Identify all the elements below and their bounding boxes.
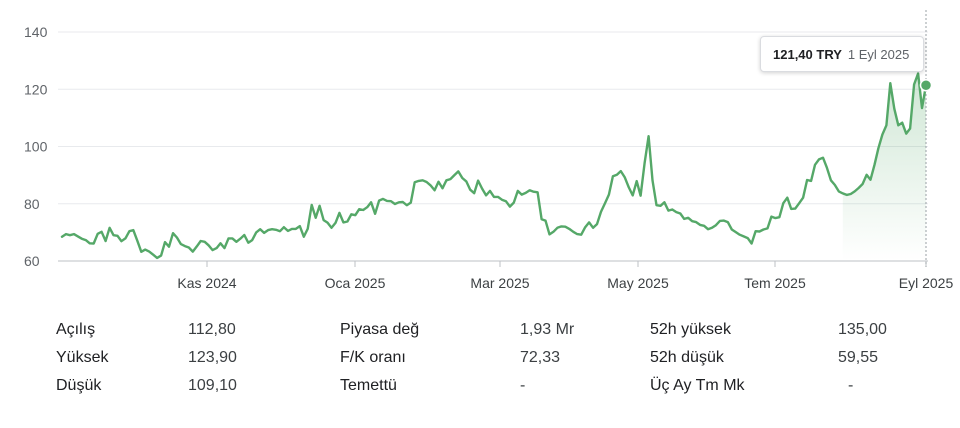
stat-label-quarterly: Üç Ay Tm Mk: [650, 377, 745, 394]
tooltip-price: 121,40 TRY: [773, 46, 842, 62]
stat-label-pe-ratio: F/K oranı: [340, 349, 406, 366]
price-line: [60, 72, 928, 260]
stat-value-open: 112,80: [188, 321, 236, 338]
series-line: [60, 72, 928, 260]
price-chart[interactable]: 60 80 100 120 140 Kas 2024 Oca 2025 Mar 2025 Ma…: [0, 0, 960, 300]
tooltip-date: 1 Eyl 2025: [847, 46, 910, 62]
x-tick-label: Kas 2024: [177, 275, 236, 291]
stat-value-market-cap: 1,93 Mr: [520, 321, 575, 338]
stat-value-dividend: -: [520, 377, 526, 394]
stat-label-market-cap: Piyasa değ: [340, 321, 420, 338]
area-fill: [842, 73, 926, 261]
x-tick-label: Eyl 2025: [899, 275, 954, 291]
y-tick-label: 80: [24, 196, 40, 212]
stat-value-pe-ratio: 72,33: [520, 349, 561, 366]
stat-label-low: Düşük: [56, 377, 102, 394]
stat-value-quarterly: -: [848, 377, 854, 394]
stat-label-52w-low: 52h düşük: [650, 349, 724, 366]
stat-label-high: Yüksek: [56, 349, 109, 366]
highlight-area: [842, 73, 926, 261]
x-tick-label: May 2025: [607, 275, 669, 291]
y-tick-label: 100: [24, 139, 48, 155]
y-tick-label: 120: [24, 81, 48, 97]
stat-value-52w-high: 135,00: [838, 321, 887, 338]
stat-label-open: Açılış: [56, 321, 96, 338]
stat-value-low: 109,10: [188, 377, 237, 394]
stats-row: Açılış 112,80 Piyasa değ 1,93 Mr 52h yük…: [0, 316, 960, 344]
stat-label-dividend: Temettü: [340, 377, 397, 394]
x-tick-label: Tem 2025: [744, 275, 806, 291]
y-tick-label: 60: [24, 253, 40, 269]
cursor-point: [919, 78, 933, 92]
hover-cursor: [919, 10, 933, 267]
x-tick-label: Oca 2025: [325, 275, 386, 291]
x-axis: Kas 2024 Oca 2025 Mar 2025 May 2025 Tem 2025…: [177, 261, 953, 291]
y-tick-label: 140: [24, 24, 48, 40]
y-axis: 60 80 100 120 140: [24, 24, 48, 269]
stat-value-52w-low: 59,55: [838, 349, 879, 366]
stat-value-high: 123,90: [188, 349, 237, 366]
stats-row: Yüksek 123,90 F/K oranı 72,33 52h düşük …: [0, 344, 960, 372]
stat-label-52w-high: 52h yüksek: [650, 321, 731, 338]
price-tooltip: 121,40 TRY 1 Eyl 2025: [760, 36, 924, 72]
stats-row: Düşük 109,10 Temettü - Üç Ay Tm Mk -: [0, 372, 960, 400]
x-tick-label: Mar 2025: [470, 275, 529, 291]
